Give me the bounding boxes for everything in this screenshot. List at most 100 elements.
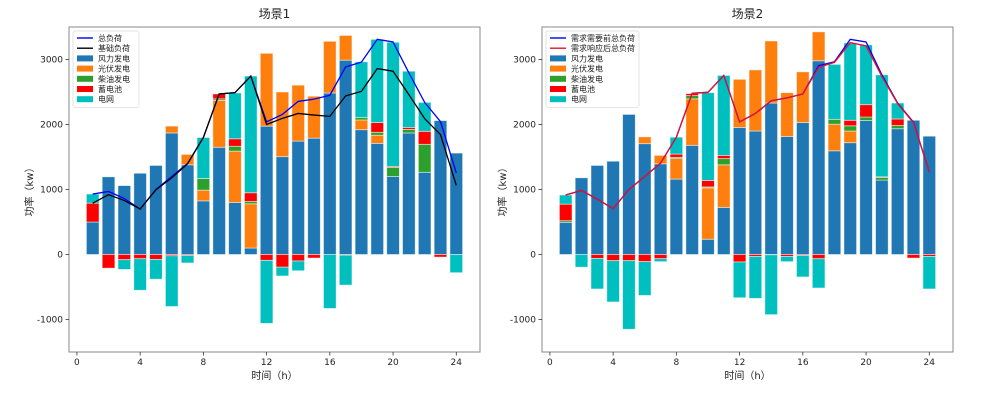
- bar-segment: [275, 266, 290, 277]
- bar-segment: [354, 61, 369, 118]
- bar-segment: [606, 254, 620, 262]
- bar-segment: [417, 130, 432, 145]
- bar-segment: [133, 172, 147, 255]
- bar-segment: [780, 136, 794, 255]
- bar-segment: [843, 119, 857, 127]
- bar-segment: [606, 260, 620, 303]
- legend-patch-swatch: [550, 65, 566, 72]
- bar-segment: [196, 178, 211, 191]
- bar-segment: [906, 254, 921, 259]
- bar-segment: [180, 255, 195, 264]
- line-series-2: [92, 67, 457, 210]
- bar-segment: [101, 176, 116, 255]
- bar-segment: [638, 143, 652, 255]
- bar-segment: [558, 194, 573, 205]
- chart-2: 0 4 8 12 16 20 24 -1000 0 1000 2000 3000 场景2 时间（h） 功率（…: [496, 7, 954, 382]
- bar-segment: [732, 254, 747, 263]
- bar-segment: [622, 260, 636, 330]
- bar-segment: [402, 70, 416, 128]
- y-axis-label: 功率（kw）: [496, 163, 509, 217]
- x-tick-label: 12: [734, 358, 745, 368]
- x-tick-label: 12: [261, 358, 272, 368]
- legend-patch-swatch: [77, 86, 93, 92]
- chart-1: 0 4 8 12 16 20 24 -1000 0 1000 2000 3000 场景1 时间（h） 功率（…: [23, 7, 481, 382]
- x-axis-label: 时间（h）: [724, 369, 770, 382]
- bar-segment: [228, 150, 242, 203]
- bar-segment: [244, 247, 258, 255]
- bar-segment: [653, 163, 668, 255]
- bar-segment: [574, 177, 589, 255]
- x-tick-label: 0: [547, 358, 553, 368]
- x-tick-label: 8: [200, 358, 206, 368]
- bar-segment: [449, 152, 464, 255]
- bar-segment: [717, 164, 731, 208]
- bar-segment: [370, 122, 384, 133]
- bar-segment: [922, 135, 937, 255]
- bar-segment: [275, 91, 290, 158]
- bar-segment: [764, 254, 778, 316]
- bar-segment: [417, 171, 432, 255]
- legend-label: 电网: [571, 94, 587, 104]
- legend-patch-swatch: [77, 65, 93, 72]
- bar-segment: [890, 125, 905, 130]
- y-axis-label: 功率（kw）: [23, 163, 36, 217]
- bar-segment: [149, 165, 163, 255]
- bar-segment: [165, 132, 179, 255]
- bar-segment: [228, 145, 242, 152]
- bar-segment: [354, 119, 369, 131]
- bar-segment: [701, 179, 715, 188]
- bar-segment: [323, 254, 337, 309]
- y-tick-label: 2000: [40, 121, 63, 131]
- legend-patch-swatch: [550, 96, 566, 103]
- bar-segment: [433, 120, 448, 255]
- bar-segment: [780, 256, 794, 263]
- bar-segment: [370, 131, 384, 136]
- bar-segment: [764, 102, 778, 255]
- bar-segment: [85, 221, 100, 255]
- bar-segment: [811, 254, 826, 260]
- x-tick-label: 0: [74, 358, 80, 368]
- bar-segment: [275, 254, 290, 268]
- bar-segment: [307, 137, 321, 255]
- y-tick-label: -1000: [37, 316, 63, 326]
- bar-segment: [259, 259, 274, 324]
- legend-label: 蓄电池: [571, 84, 595, 94]
- bar-segment: [402, 132, 416, 255]
- bar-segment: [133, 254, 147, 260]
- bar-segment: [291, 260, 305, 272]
- x-tick-label: 8: [673, 358, 679, 368]
- bar-segment: [165, 125, 179, 134]
- legend-patch-swatch: [77, 96, 93, 103]
- bar-segment: [669, 153, 684, 158]
- bar-segment: [796, 255, 810, 278]
- legend-label: 柴油发电: [98, 74, 130, 84]
- legend-label: 总负荷: [98, 33, 122, 43]
- legend-label: 电网: [98, 94, 114, 104]
- legend-patch-swatch: [550, 75, 566, 82]
- bar-segment: [669, 178, 684, 255]
- line-series-2: [565, 41, 930, 210]
- bar-segment: [386, 166, 400, 177]
- bar-segment: [843, 130, 857, 144]
- x-tick-label: 20: [860, 358, 872, 368]
- bar-segment: [338, 254, 353, 286]
- bar-segment: [180, 164, 195, 255]
- legend-patch-swatch: [550, 86, 566, 92]
- bar-segment: [780, 92, 794, 137]
- bar-segment: [732, 127, 747, 255]
- bar-segment: [653, 254, 668, 260]
- bar-segment: [196, 189, 211, 202]
- bar-segment: [275, 156, 290, 255]
- bar-segment: [859, 116, 873, 122]
- bar-segment: [622, 114, 636, 255]
- y-tick-label: 1000: [40, 186, 63, 196]
- y-tick-label: 0: [57, 251, 63, 261]
- bar-segment: [669, 158, 684, 180]
- bar-segment: [811, 31, 826, 62]
- bar-segment: [323, 92, 337, 255]
- x-tick-label: 4: [137, 358, 143, 368]
- y-tick-label: 2000: [513, 121, 536, 131]
- bars: [558, 31, 937, 330]
- bar-segment: [433, 254, 448, 258]
